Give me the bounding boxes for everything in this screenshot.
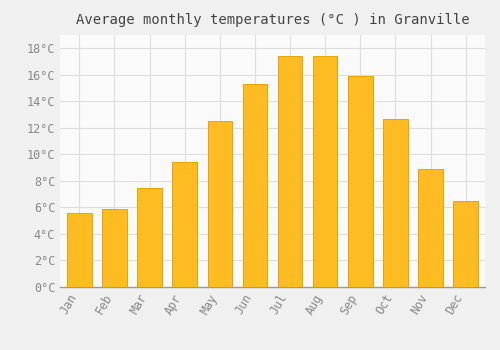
Bar [313, 56, 338, 287]
Bar [102, 209, 126, 287]
Bar [67, 213, 92, 287]
Bar [208, 121, 232, 287]
Title: Average monthly temperatures (°C ) in Granville: Average monthly temperatures (°C ) in Gr… [76, 13, 469, 27]
Bar [278, 56, 302, 287]
Bar [454, 201, 478, 287]
Bar [172, 162, 197, 287]
Bar [242, 84, 267, 287]
Bar [418, 169, 443, 287]
Bar [383, 119, 407, 287]
Bar [138, 188, 162, 287]
Bar [348, 76, 372, 287]
